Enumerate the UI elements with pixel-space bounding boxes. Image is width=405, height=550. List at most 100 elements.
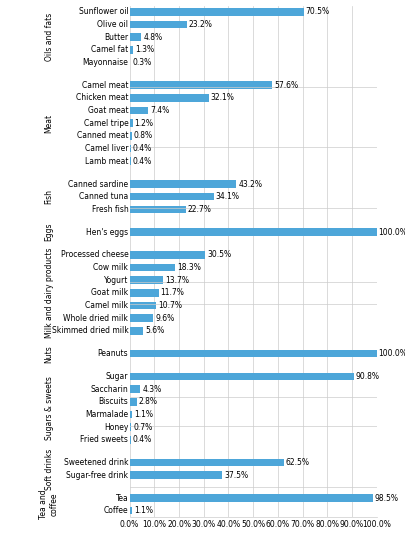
Text: 1.3%: 1.3% (135, 45, 154, 54)
Text: Biscuits: Biscuits (98, 397, 128, 406)
Bar (130, 228, 377, 236)
Text: Olive oil: Olive oil (97, 20, 128, 29)
Text: Whole dried milk: Whole dried milk (64, 314, 128, 323)
Text: 57.6%: 57.6% (274, 81, 298, 90)
Text: 1.1%: 1.1% (134, 410, 153, 419)
Text: 0.4%: 0.4% (132, 435, 152, 444)
Text: Tea: Tea (115, 493, 128, 503)
Text: Camel milk: Camel milk (85, 301, 128, 310)
Text: 5.6%: 5.6% (145, 326, 165, 336)
Bar (130, 327, 143, 335)
Text: 18.3%: 18.3% (177, 263, 200, 272)
Bar (130, 206, 185, 213)
Text: Yogurt: Yogurt (104, 276, 128, 285)
Bar (130, 398, 136, 405)
Text: Peanuts: Peanuts (98, 349, 128, 358)
Text: 2.8%: 2.8% (139, 397, 158, 406)
Text: 0.7%: 0.7% (133, 422, 153, 432)
Bar (130, 264, 175, 271)
Bar (130, 107, 148, 114)
Text: 0.4%: 0.4% (132, 157, 152, 166)
Text: 90.8%: 90.8% (356, 372, 380, 381)
Text: Nuts: Nuts (45, 345, 53, 362)
Bar (130, 180, 237, 188)
Bar (130, 251, 205, 258)
Text: Processed cheese: Processed cheese (61, 250, 128, 260)
Bar (130, 471, 222, 479)
Text: Eggs: Eggs (45, 223, 53, 241)
Bar (130, 94, 209, 102)
Bar (130, 132, 132, 140)
Text: Canned sardine: Canned sardine (68, 179, 128, 189)
Text: Cow milk: Cow milk (94, 263, 128, 272)
Text: 43.2%: 43.2% (238, 179, 262, 189)
Text: Milk and dairy products: Milk and dairy products (45, 248, 53, 338)
Text: Goat milk: Goat milk (91, 288, 128, 298)
Bar (130, 8, 304, 15)
Text: Mayonnaise: Mayonnaise (83, 58, 128, 67)
Text: 13.7%: 13.7% (165, 276, 190, 285)
Text: Honey: Honey (104, 422, 128, 432)
Text: 98.5%: 98.5% (375, 493, 399, 503)
Bar (130, 459, 284, 466)
Text: 62.5%: 62.5% (286, 458, 310, 467)
Text: 100.0%: 100.0% (379, 349, 405, 358)
Bar (130, 46, 133, 53)
Text: 22.7%: 22.7% (188, 205, 211, 214)
Text: Tea and
coffee: Tea and coffee (39, 490, 59, 519)
Text: Fish: Fish (45, 189, 53, 204)
Text: Hen's eggs: Hen's eggs (86, 228, 128, 236)
Text: Coffee: Coffee (104, 506, 128, 515)
Bar (130, 350, 377, 358)
Bar (130, 386, 140, 393)
Bar (130, 494, 373, 502)
Text: Sugars & sweets: Sugars & sweets (45, 376, 53, 440)
Text: 10.7%: 10.7% (158, 301, 182, 310)
Text: Marmalade: Marmalade (85, 410, 128, 419)
Text: Camel tripe: Camel tripe (83, 119, 128, 128)
Text: 0.4%: 0.4% (132, 144, 152, 153)
Bar (130, 119, 132, 127)
Text: 32.1%: 32.1% (211, 94, 235, 102)
Bar (130, 193, 214, 201)
Text: Meat: Meat (45, 114, 53, 133)
Text: Sunflower oil: Sunflower oil (79, 7, 128, 16)
Text: 4.3%: 4.3% (142, 384, 162, 394)
Text: Saccharin: Saccharin (91, 384, 128, 394)
Text: 37.5%: 37.5% (224, 471, 248, 480)
Bar (130, 289, 158, 296)
Text: Camel fat: Camel fat (91, 45, 128, 54)
Text: 9.6%: 9.6% (155, 314, 175, 323)
Text: 0.3%: 0.3% (132, 58, 151, 67)
Text: Sweetened drink: Sweetened drink (64, 458, 128, 467)
Bar (130, 277, 164, 284)
Bar (130, 34, 141, 41)
Bar (130, 411, 132, 418)
Text: 1.2%: 1.2% (134, 119, 153, 128)
Text: 1.1%: 1.1% (134, 506, 153, 515)
Text: Sugar-free drink: Sugar-free drink (66, 471, 128, 480)
Text: Soft drinks: Soft drinks (45, 448, 53, 490)
Bar (130, 315, 153, 322)
Text: Sugar: Sugar (106, 372, 128, 381)
Bar (130, 21, 187, 28)
Text: Goat meat: Goat meat (88, 106, 128, 115)
Text: Fried sweets: Fried sweets (81, 435, 128, 444)
Text: Canned meat: Canned meat (77, 131, 128, 140)
Bar (130, 424, 131, 431)
Text: 100.0%: 100.0% (379, 228, 405, 236)
Text: Fresh fish: Fresh fish (92, 205, 128, 214)
Text: 70.5%: 70.5% (306, 7, 330, 16)
Bar (130, 302, 156, 309)
Bar (130, 507, 132, 514)
Text: 30.5%: 30.5% (207, 250, 231, 260)
Text: 4.8%: 4.8% (143, 32, 162, 42)
Text: Chicken meat: Chicken meat (76, 94, 128, 102)
Text: Butter: Butter (104, 32, 128, 42)
Bar (130, 373, 354, 380)
Text: Oils and fats: Oils and fats (45, 13, 53, 61)
Text: 0.8%: 0.8% (134, 131, 153, 140)
Text: Canned tuna: Canned tuna (79, 192, 128, 201)
Text: Camel meat: Camel meat (82, 81, 128, 90)
Text: 7.4%: 7.4% (150, 106, 169, 115)
